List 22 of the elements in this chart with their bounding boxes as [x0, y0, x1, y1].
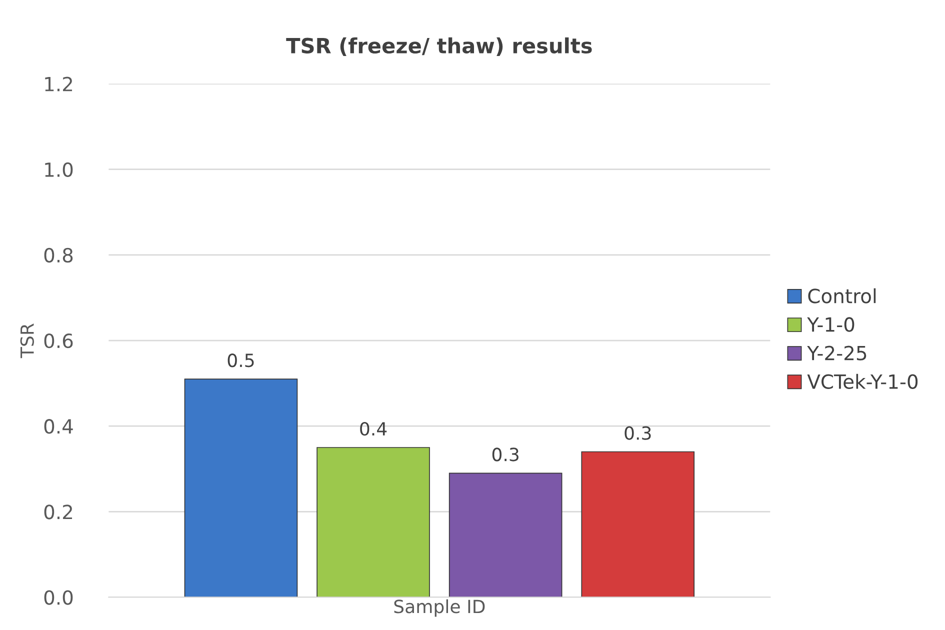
chart-title: TSR (freeze/ thaw) results — [286, 37, 592, 56]
y-axis-title: TSR — [20, 324, 34, 358]
y-tick-label: 0.4 — [44, 419, 73, 434]
legend-label: Y-1-0 — [807, 317, 854, 332]
data-label: 0.3 — [492, 448, 518, 462]
data-label: 0.4 — [360, 422, 387, 436]
y-tick-label: 0.0 — [44, 590, 73, 605]
y-tick-label: 0.8 — [44, 248, 73, 263]
data-label: 0.3 — [624, 426, 651, 440]
data-label: 0.5 — [228, 354, 254, 368]
legend-label: Y-2-25 — [807, 346, 866, 360]
bar — [448, 472, 562, 598]
bar — [581, 451, 695, 598]
bar — [316, 447, 430, 598]
legend-label: VCTek-Y-1-0 — [807, 374, 918, 389]
y-tick-label: 0.6 — [44, 333, 73, 348]
bar — [184, 378, 298, 598]
y-tick-label: 1.0 — [45, 162, 73, 178]
x-axis-title: Sample ID — [394, 599, 485, 617]
y-tick-label: 0.2 — [44, 504, 72, 520]
y-tick-label: 1.2 — [45, 76, 72, 92]
legend-label: Control — [808, 288, 876, 304]
